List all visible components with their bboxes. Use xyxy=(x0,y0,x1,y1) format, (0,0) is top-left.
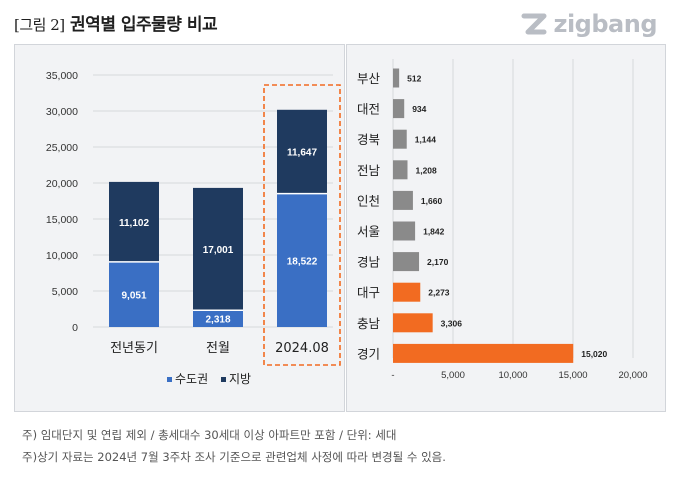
y-category-label: 대구 xyxy=(357,285,380,300)
data-label: 15,020 xyxy=(581,349,607,359)
data-label: 1,660 xyxy=(421,196,443,206)
legend-swatch-capital xyxy=(167,377,172,382)
bar xyxy=(393,99,405,119)
horizontal-bar-chart: - 5,000 10,000 15,000 20,000 부산 512 대전 934 경북 1,14… xyxy=(357,59,648,381)
brand-logo: zigbang xyxy=(519,8,657,40)
data-label: 512 xyxy=(407,74,421,84)
y-tick-label: 15,000 xyxy=(46,214,78,226)
bar xyxy=(393,343,574,363)
data-label: 934 xyxy=(412,104,426,114)
horizontal-bar-panel: - 5,000 10,000 15,000 20,000 부산 512 대전 934 경북 1,14… xyxy=(346,44,666,412)
stacked-bar-chart: 0 5,000 10,000 15,000 20,000 25,000 30,000 35,0… xyxy=(46,70,341,386)
data-label-capital: 2,318 xyxy=(205,315,230,326)
bar-capital xyxy=(193,310,243,327)
bar xyxy=(393,313,433,333)
y-tick-label: 0 xyxy=(72,322,78,334)
x-tick-label: 전월 xyxy=(206,341,230,356)
x-tick-label: 전년동기 xyxy=(110,341,158,356)
y-tick-label: 20,000 xyxy=(46,178,78,190)
y-tick-label: 10,000 xyxy=(46,250,78,262)
figure-title-text: 권역별 입주물량 비교 xyxy=(70,15,218,35)
bar-capital xyxy=(277,193,327,327)
bar xyxy=(393,252,420,272)
bar-local xyxy=(277,109,327,194)
x-tick-label: 10,000 xyxy=(498,370,527,381)
data-label-local: 11,102 xyxy=(119,218,149,229)
footnote-2: 주)상기 자료는 2024년 7월 3주차 조사 기준으로 관련업체 사정에 따… xyxy=(22,450,446,464)
figure-title: [그림 2] 권역별 입주물량 비교 xyxy=(14,10,218,35)
legend-label-capital: 수도권 xyxy=(175,372,208,386)
data-label: 1,842 xyxy=(423,227,445,237)
y-category-label: 대전 xyxy=(357,102,380,117)
bar-local xyxy=(109,181,159,262)
x-tick-label: 20,000 xyxy=(618,370,647,381)
y-category-label: 전남 xyxy=(357,163,381,178)
data-label-capital: 9,051 xyxy=(121,290,146,301)
bar-local xyxy=(193,187,243,311)
y-category-label: 충남 xyxy=(357,316,381,331)
bar xyxy=(393,282,421,302)
data-label-local: 11,647 xyxy=(287,148,317,159)
bar xyxy=(393,160,408,180)
data-label: 1,144 xyxy=(415,135,437,145)
legend-swatch-local xyxy=(221,377,226,382)
x-tick-label: 2024.08 xyxy=(275,341,329,356)
y-tick-label: 5,000 xyxy=(52,286,78,298)
footnotes: 주) 임대단지 및 연립 제외 / 총세대수 30세대 이상 아파트만 포함 /… xyxy=(22,424,446,468)
bar xyxy=(393,221,416,241)
footnote-1: 주) 임대단지 및 연립 제외 / 총세대수 30세대 이상 아파트만 포함 /… xyxy=(22,428,397,442)
data-label: 2,170 xyxy=(427,257,449,267)
x-tick-label: 5,000 xyxy=(441,370,465,381)
y-tick-label: 25,000 xyxy=(46,142,78,154)
bar-capital xyxy=(109,261,159,327)
logo-mark-icon xyxy=(521,13,547,35)
bar xyxy=(393,129,407,149)
y-category-label: 경북 xyxy=(357,132,380,147)
bar xyxy=(393,68,400,88)
y-category-label: 경남 xyxy=(357,255,381,270)
y-tick-label: 30,000 xyxy=(46,106,78,118)
data-label-local: 17,001 xyxy=(203,245,234,256)
data-label: 1,208 xyxy=(415,165,437,175)
y-category-label: 인천 xyxy=(357,193,380,208)
stacked-bar-panel: 0 5,000 10,000 15,000 20,000 25,000 30,000 35,0… xyxy=(14,44,345,412)
y-category-label: 부산 xyxy=(357,71,381,86)
legend-label-local: 지방 xyxy=(229,372,251,386)
x-tick-label: - xyxy=(391,370,394,381)
figure-prefix: [그림 2] xyxy=(14,16,65,34)
y-category-label: 경기 xyxy=(357,346,380,361)
y-category-label: 서울 xyxy=(357,224,380,239)
bar xyxy=(393,190,413,210)
highlight-box xyxy=(263,84,341,366)
logo-text: zigbang xyxy=(553,10,657,38)
data-label-capital: 18,522 xyxy=(287,256,318,267)
x-tick-label: 15,000 xyxy=(558,370,587,381)
data-label: 3,306 xyxy=(441,318,463,328)
y-tick-label: 35,000 xyxy=(46,70,78,82)
data-label: 2,273 xyxy=(428,288,450,298)
